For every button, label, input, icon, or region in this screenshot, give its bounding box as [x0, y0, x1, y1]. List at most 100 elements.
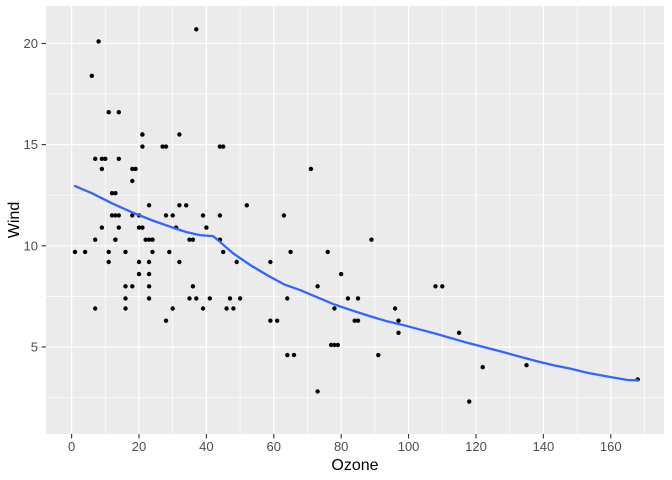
- data-point: [200, 213, 206, 218]
- data-point: [315, 389, 320, 394]
- data-point: [146, 237, 152, 242]
- data-point: [93, 237, 98, 242]
- data-point: [194, 296, 199, 301]
- data-point: [123, 284, 128, 289]
- data-point: [184, 203, 189, 208]
- loess-smooth-line: [73, 184, 639, 382]
- data-point: [130, 178, 135, 184]
- data-point: [93, 306, 98, 311]
- data-point: [177, 259, 182, 265]
- data-point: [187, 237, 192, 242]
- data-point: [190, 237, 196, 242]
- data-point: [194, 27, 199, 32]
- data-point: [113, 237, 118, 242]
- data-point: [217, 213, 223, 218]
- x-tick-label: 100: [398, 439, 420, 454]
- data-point: [146, 259, 152, 265]
- data-point: [72, 249, 78, 255]
- data-point: [116, 213, 122, 218]
- data-point: [106, 110, 111, 115]
- data-point: [207, 296, 212, 301]
- y-axis-tick-labels: 5 10 15 20: [24, 36, 38, 355]
- data-point: [221, 249, 226, 255]
- data-point: [123, 306, 128, 311]
- x-tick-label: 20: [132, 439, 146, 454]
- data-point: [456, 330, 462, 335]
- data-point: [221, 144, 226, 149]
- data-point: [177, 203, 182, 208]
- data-point: [328, 342, 334, 348]
- y-axis-title: Wind: [6, 202, 23, 238]
- data-point: [204, 225, 209, 230]
- data-point: [396, 318, 401, 323]
- data-point: [392, 306, 398, 311]
- data-point: [130, 284, 135, 289]
- data-point: [332, 342, 337, 348]
- data-point: [217, 144, 223, 149]
- data-point: [136, 225, 142, 230]
- data-point: [106, 259, 111, 265]
- x-axis-title: Ozone: [331, 457, 378, 474]
- data-point: [376, 352, 381, 358]
- data-point: [396, 330, 401, 335]
- data-point: [163, 213, 169, 218]
- x-tick-label: 160: [600, 439, 622, 454]
- data-point: [200, 306, 206, 311]
- scatter-points: [72, 27, 640, 404]
- data-point: [99, 156, 105, 161]
- data-point: [231, 306, 236, 311]
- data-point: [339, 271, 344, 277]
- data-point: [237, 296, 243, 301]
- data-point: [187, 296, 192, 301]
- y-tick-label: 15: [24, 137, 38, 152]
- data-point: [345, 296, 351, 301]
- data-point: [268, 318, 273, 323]
- data-point: [268, 259, 273, 265]
- data-point: [467, 399, 472, 404]
- data-point: [163, 144, 169, 149]
- x-tick-label: 0: [68, 439, 75, 454]
- data-point: [113, 213, 118, 218]
- data-point: [285, 352, 290, 358]
- data-point: [96, 39, 101, 44]
- x-tick-label: 140: [533, 439, 555, 454]
- data-point: [150, 237, 155, 242]
- data-point: [146, 271, 152, 277]
- data-point: [146, 296, 152, 301]
- data-point: [433, 284, 438, 289]
- data-point: [103, 156, 108, 161]
- data-point: [113, 191, 118, 196]
- data-point: [109, 213, 115, 218]
- data-point: [440, 284, 445, 289]
- data-point: [234, 259, 239, 265]
- data-point: [109, 191, 115, 196]
- data-point: [123, 296, 128, 301]
- data-point: [335, 342, 340, 348]
- data-point: [106, 249, 111, 255]
- axis-tick-marks: [41, 42, 612, 439]
- x-tick-label: 60: [267, 439, 281, 454]
- data-point: [140, 225, 145, 230]
- data-point: [146, 284, 152, 289]
- data-point: [160, 144, 165, 149]
- data-point: [116, 110, 122, 115]
- y-tick-label: 10: [24, 238, 38, 253]
- data-point: [130, 166, 135, 172]
- data-point: [524, 363, 529, 368]
- data-point: [281, 213, 287, 218]
- x-tick-label: 120: [465, 439, 487, 454]
- data-point: [99, 225, 105, 230]
- data-point: [93, 156, 98, 161]
- data-point: [332, 306, 337, 311]
- data-point: [315, 284, 320, 289]
- data-point: [355, 296, 361, 301]
- data-point: [291, 352, 297, 358]
- data-point: [244, 203, 249, 208]
- data-point: [480, 365, 485, 370]
- data-point: [130, 213, 135, 218]
- data-point: [275, 318, 280, 323]
- data-point: [288, 249, 293, 255]
- data-point: [140, 132, 145, 137]
- data-point: [123, 249, 128, 255]
